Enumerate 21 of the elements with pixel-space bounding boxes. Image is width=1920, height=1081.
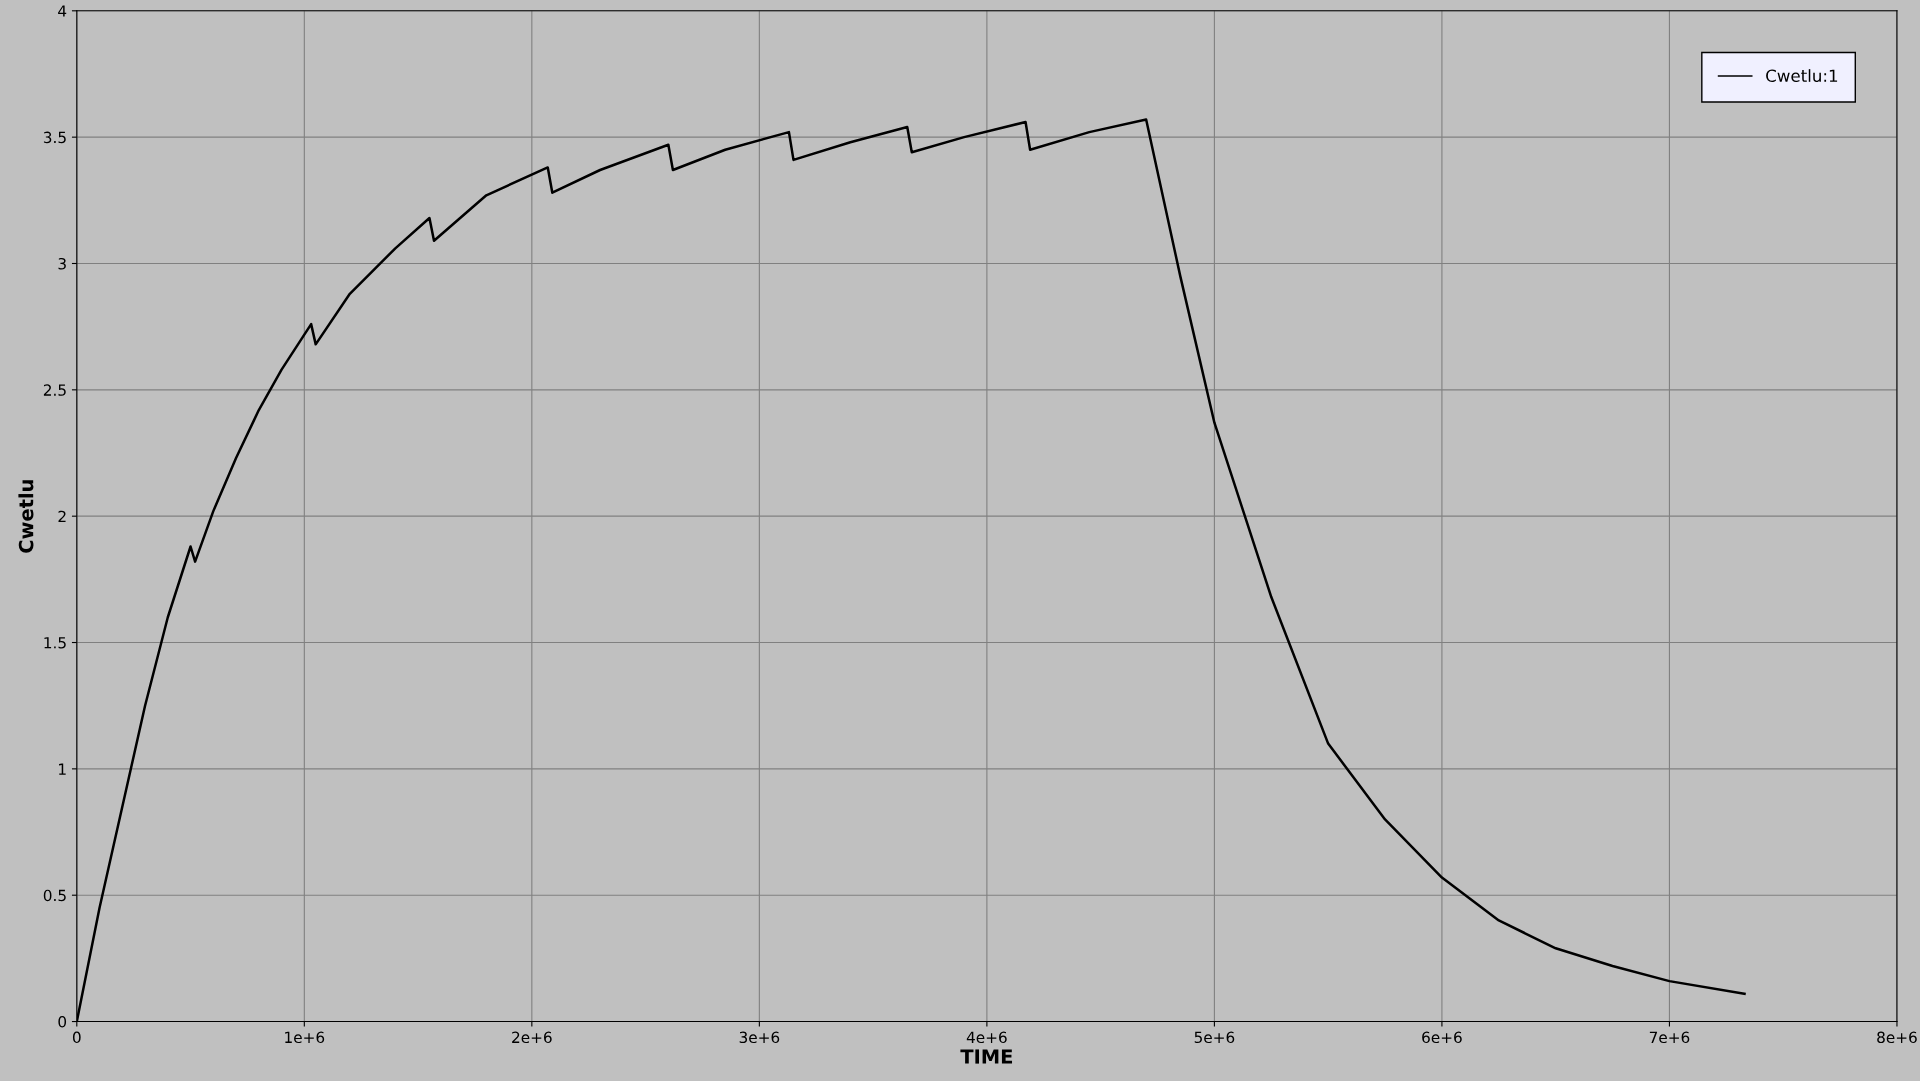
y-tick-label: 0: [58, 1016, 67, 1028]
y-tick-label: 0.5: [43, 889, 66, 902]
x-tick-label: 6e+6: [1422, 1031, 1462, 1044]
y-tick-label: 3: [58, 257, 66, 270]
y-axis-title: Cwetlu: [18, 480, 34, 553]
y-tick-label: 2: [58, 510, 66, 522]
y-tick-label: 4: [58, 5, 67, 17]
y-tick-label: 2.5: [43, 384, 66, 396]
x-tick-label: 5e+6: [1194, 1031, 1235, 1044]
y-tick-label: 3.5: [43, 131, 66, 144]
x-tick-label: 7e+6: [1649, 1031, 1690, 1044]
x-tick-label: 4e+6: [966, 1031, 1007, 1044]
x-tick-label: 0: [72, 1031, 81, 1044]
x-tick-label: 3e+6: [739, 1031, 780, 1044]
x-tick-label: 2e+6: [512, 1031, 552, 1044]
x-tick-label: 1e+6: [285, 1031, 325, 1044]
y-tick-label: 1.5: [44, 637, 66, 649]
x-tick-label: 8e+6: [1877, 1031, 1917, 1044]
y-tick-label: 1: [59, 763, 66, 775]
legend-label: Cwetlu:1: [1766, 69, 1838, 83]
x-axis-title: TIME: [960, 1049, 1013, 1064]
